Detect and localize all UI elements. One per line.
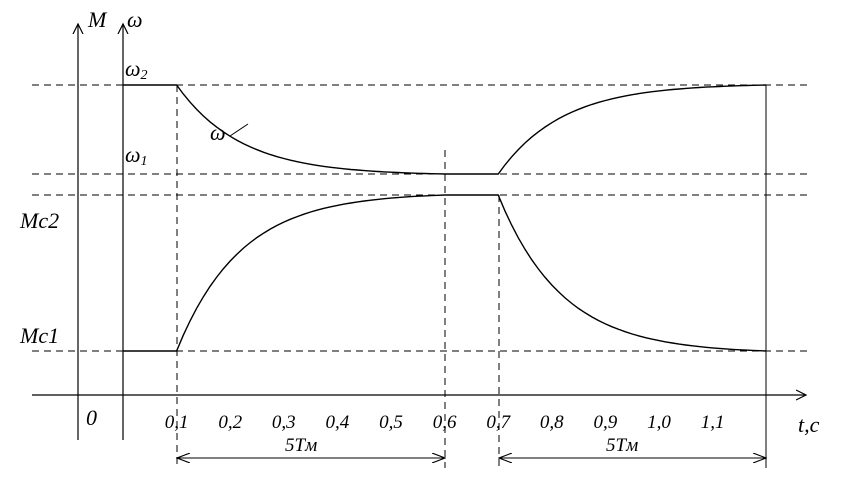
x-tick-label: 0,9: [594, 412, 618, 433]
mc2-label: Mc2: [19, 208, 59, 233]
x-tick-label: 1,1: [701, 412, 725, 433]
interval-1-label: 5Tм: [285, 435, 317, 456]
curve-label-leader: [229, 123, 249, 137]
series-omega-curve: [123, 84, 767, 175]
curve-label-omega: ω: [210, 120, 226, 145]
x-tick-label: 0,7: [486, 412, 511, 433]
x-tick-label: 0,3: [272, 412, 296, 433]
x-tick-label: 0,2: [218, 412, 242, 433]
origin-label: 0: [86, 405, 97, 430]
x-tick-label: 0,4: [326, 412, 350, 433]
x-tick-label: 1,0: [647, 412, 671, 433]
x-tick-label: 0,5: [379, 412, 403, 433]
mc1-label: Mc1: [19, 323, 59, 348]
x-axis-label: t,c: [798, 412, 820, 437]
x-tick-label: 0,6: [433, 412, 457, 433]
y2-axis-label: ω: [127, 7, 143, 32]
interval-2-label: 5Tм: [606, 435, 638, 456]
omega2-label: ω2: [125, 56, 148, 83]
series-m-curve: [123, 194, 767, 352]
x-tick-label: 0,8: [540, 412, 564, 433]
x-tick-label: 0,1: [165, 412, 189, 433]
x-tick-labels: 0,1 0,2 0,3 0,4 0,5 0,6 0,7 0,8 0,9 1,0 1,1: [165, 412, 725, 433]
omega1-label: ω1: [125, 142, 148, 169]
y1-axis-label: M: [87, 7, 108, 32]
